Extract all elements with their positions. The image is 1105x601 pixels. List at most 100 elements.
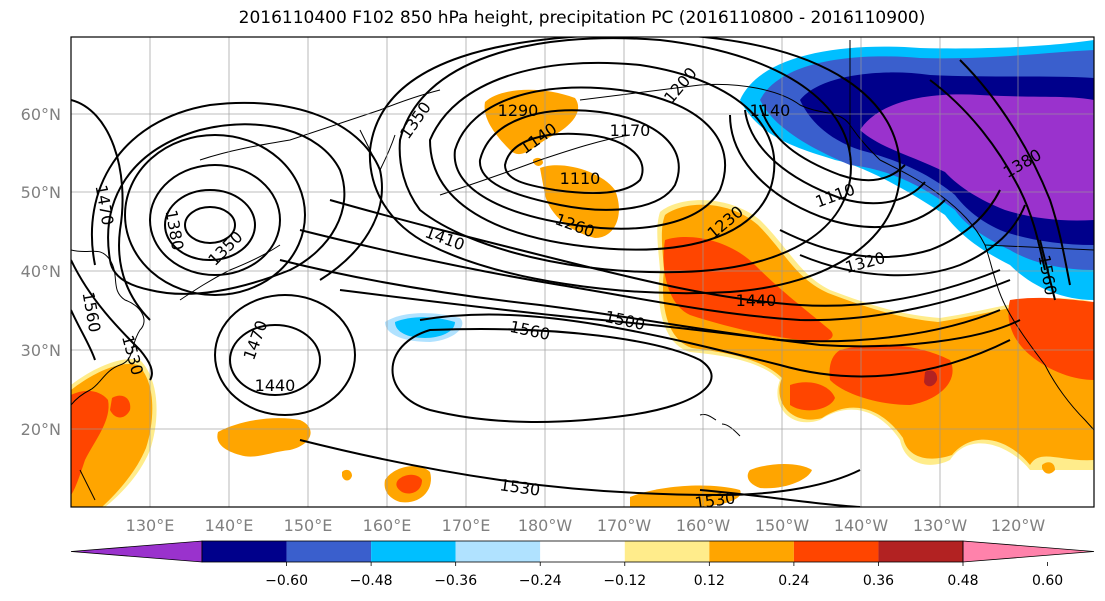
colorbar-tick-label: −0.60 — [265, 573, 308, 589]
contour-label: 1440 — [255, 376, 296, 395]
contour-low-okhotsk-4 — [124, 134, 306, 296]
contour-1560-central — [391, 328, 713, 423]
contour-aleutian-low-5 — [398, 37, 852, 274]
colorbar-bin — [202, 541, 287, 562]
latitude-tick-label: 50°N — [21, 183, 61, 202]
colorbar-tick-label: −0.12 — [603, 573, 646, 589]
height-contours — [71, 37, 1071, 507]
contour-na-1410 — [959, 59, 1071, 286]
map-frame — [70, 36, 1095, 508]
contour-label: 1110 — [560, 169, 601, 188]
precipitation-shading — [71, 40, 1094, 507]
colorbar-outline — [201, 540, 964, 563]
contour-aleutian-low-4 — [428, 61, 776, 251]
colorbar-tick-label: 0.48 — [947, 573, 978, 589]
longitude-tick-label: 160°W — [676, 516, 731, 535]
contour-1530-central — [419, 313, 1011, 378]
contour-na-1320 — [779, 189, 1001, 259]
contour-1440 — [299, 229, 1011, 322]
map-title: 2016110400 F102 850 hPa height, precipit… — [238, 8, 926, 28]
contour-label: 1170 — [610, 121, 651, 140]
colorbar-bin — [878, 541, 963, 562]
contour-na-1170 — [744, 109, 926, 205]
contour-low-145e-2 — [214, 294, 356, 416]
positive-region-red-coast — [1008, 297, 1094, 380]
longitude-tick-label: 170°E — [442, 516, 491, 535]
contour-label: 1290 — [498, 101, 539, 120]
longitude-tick-label: 140°E — [205, 516, 254, 535]
colorbar-bin — [455, 541, 541, 562]
colorbar-extend-high — [962, 540, 1095, 563]
positive-region-red-south — [790, 382, 835, 411]
contour-1500 — [339, 289, 1021, 348]
positive-patch-north — [484, 89, 579, 155]
longitude-tick-label: 130°E — [126, 516, 175, 535]
longitude-labels: 130°E 140°E 150°E 160°E 170°E 180°W 170°W 160°W… — [126, 516, 1046, 535]
colorbar-bin — [793, 541, 879, 562]
coastline-alaska — [579, 83, 881, 161]
colorbar-tick-label: 0.36 — [863, 573, 894, 589]
contour-1560-west — [71, 309, 96, 361]
contour-low-145e-1 — [229, 324, 321, 396]
contour-1470-central — [279, 259, 1001, 343]
positive-region-southwest-red — [71, 390, 109, 495]
colorbar-tick-label: −0.48 — [350, 573, 393, 589]
contour-low-okhotsk-6 — [90, 101, 383, 281]
contour-low-okhotsk-1 — [184, 206, 236, 244]
positive-region-orange — [661, 204, 1094, 465]
contour-na-1350 — [799, 204, 1026, 277]
longitude-tick-label: 130°W — [913, 516, 968, 535]
longitude-tick-label: 180°W — [518, 516, 573, 535]
contour-1470-west — [71, 99, 151, 321]
latitude-labels: 60°N 50°N 40°N 30°N 20°N — [21, 105, 61, 439]
contour-label: 1440 — [736, 291, 777, 310]
contour-aleutian-low-1 — [503, 132, 644, 194]
colorbar-bin — [624, 541, 710, 562]
contour-1530-south-2 — [699, 489, 861, 507]
contour-low-okhotsk-2 — [164, 189, 256, 261]
colorbar: −0.60 −0.48 −0.36 −0.24 −0.12 0.12 0.24 0.36 0.4… — [70, 540, 1095, 589]
longitude-tick-label: 120°W — [991, 516, 1046, 535]
contour-1410 — [329, 199, 1001, 307]
colorbar-extend-low — [70, 540, 203, 563]
colorbar-tick-label: −0.24 — [519, 573, 562, 589]
positive-patch-mid — [540, 165, 619, 238]
latitude-tick-label: 20°N — [21, 420, 61, 439]
colorbar-tick-label: 0.24 — [778, 573, 809, 589]
colorbar-bin — [709, 541, 794, 562]
colorbar-tick-label: 0.60 — [1032, 573, 1063, 589]
contour-na-1140 — [759, 104, 906, 182]
latitude-tick-label: 40°N — [21, 262, 61, 281]
contour-low-okhotsk-5 — [107, 123, 346, 295]
contour-aleutian-low-3 — [453, 86, 726, 230]
positive-region-southwest-red-2 — [110, 395, 131, 418]
contour-1530-south — [299, 439, 861, 497]
positive-blob-150e — [217, 418, 311, 457]
positive-blob-160e — [342, 469, 352, 481]
coastline-hawaii — [699, 414, 741, 437]
latitude-tick-label: 60°N — [21, 105, 61, 124]
colorbar-bin — [371, 541, 456, 562]
colorbar-tick-label: −0.36 — [434, 573, 477, 589]
colorbar-bin — [540, 541, 625, 562]
positive-region-firebrick — [924, 370, 938, 387]
longitude-tick-label: 150°E — [284, 516, 333, 535]
longitude-tick-label: 150°W — [755, 516, 810, 535]
negative-blob-cyan — [395, 317, 455, 338]
colorbar-bin — [286, 541, 372, 562]
positive-blob-120w — [1042, 462, 1055, 474]
contour-aleutian-low-2 — [478, 109, 680, 211]
longitude-tick-label: 160°E — [363, 516, 412, 535]
longitude-tick-label: 140°W — [834, 516, 889, 535]
contour-aleutian-low-6 — [368, 37, 902, 295]
coastline-russia-north — [199, 89, 441, 161]
colorbar-tick-label: 0.12 — [694, 573, 725, 589]
negative-region-purple — [860, 94, 1094, 221]
positive-blob-150w — [747, 464, 812, 489]
contour-1530-west — [71, 259, 153, 381]
coastline-north-america-west — [879, 159, 1094, 431]
coastline-philippines — [79, 469, 96, 501]
contour-low-okhotsk-3 — [149, 164, 281, 276]
contour-label: 1140 — [750, 101, 791, 120]
